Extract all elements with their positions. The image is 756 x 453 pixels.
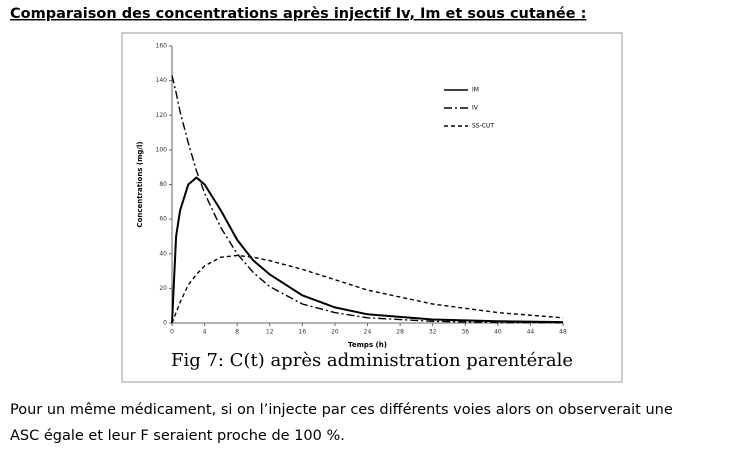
x-tick-label: 28 [396,329,404,336]
y-tick-label: 20 [159,285,167,292]
figure-caption: Fig 7: C(t) après administration parenté… [171,350,573,371]
x-tick-label: 8 [235,329,239,336]
x-tick-label: 40 [494,329,502,336]
x-axis-label: Temps (h) [348,341,387,349]
doc-title: Comparaison des concentrations après inj… [10,6,586,22]
y-tick-label: 100 [156,146,168,153]
y-tick-label: 160 [156,43,168,50]
y-tick-label: 0 [163,320,167,327]
y-tick-label: 120 [156,112,168,119]
series-line [171,75,564,324]
x-tick-label: 4 [203,329,207,336]
legend-label: IV [472,105,479,112]
x-tick-label: 36 [461,329,469,336]
y-tick-label: 40 [159,250,167,257]
figure-frame [121,32,623,383]
x-tick-label: 12 [266,329,274,336]
paragraph-line: ASC égale et leur F seraient proche de 1… [10,428,345,444]
x-tick-label: 16 [299,329,307,336]
y-axis-label: Concentrations (mg/l) [136,141,144,227]
legend-label: SS-CUT [472,123,494,130]
x-tick-label: 0 [170,329,174,336]
y-tick-label: 60 [159,216,167,223]
series-line [171,254,564,324]
legend-label: IM [472,87,479,94]
series-line [171,176,564,324]
y-tick-label: 140 [156,77,168,84]
x-tick-label: 44 [527,329,535,336]
x-tick-label: 32 [429,329,437,336]
paragraph-line: Pour un même médicament, si on l’injecte… [10,402,673,418]
x-tick-label: 24 [364,329,372,336]
x-tick-label: 48 [559,329,567,336]
y-tick-label: 80 [159,181,167,188]
x-tick-label: 20 [331,329,339,336]
